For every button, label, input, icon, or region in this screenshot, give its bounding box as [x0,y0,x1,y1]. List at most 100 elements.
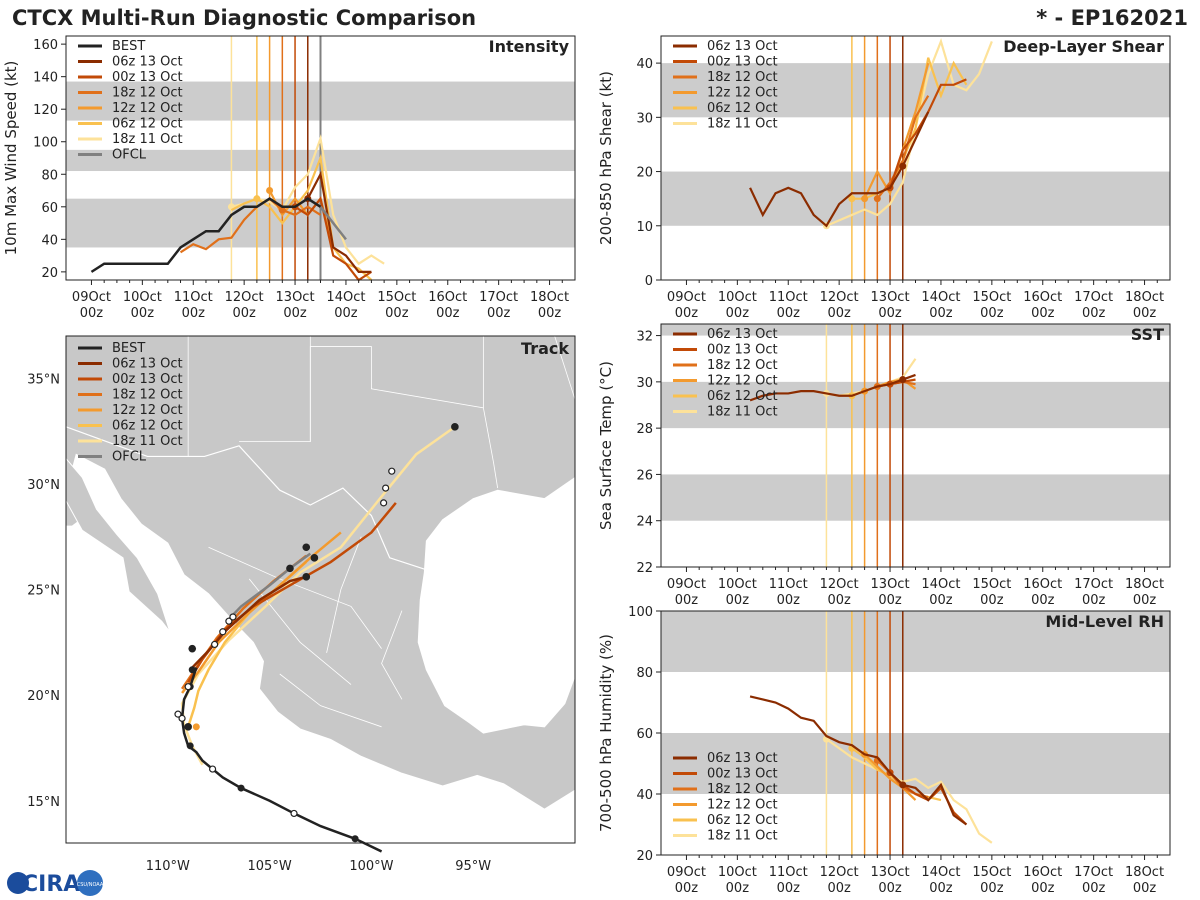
logo-text: CIRA [22,872,80,897]
x-tick-day-label: 12Oct [820,577,859,592]
best-track-open-point [290,809,298,818]
x-tick-hour-label: 00z [929,306,953,321]
legend-label: 12z 12 Oct [112,403,183,418]
track-marker [286,564,294,573]
x-tick-hour-label: 00z [436,306,460,321]
track-marker-open [229,613,237,621]
x-tick-hour-label: 00z [777,593,801,608]
x-tick-hour-label: 00z [1082,881,1106,896]
x-tick-day-label: 13Oct [871,577,910,592]
x-tick-hour-label: 00z [1133,593,1157,608]
legend-label: 12z 12 Oct [707,374,778,389]
legend-label: OFCL [112,450,147,465]
best-track-open-point [178,714,186,722]
shaded-band [661,474,1170,521]
y-tick-label: 40 [636,57,653,72]
panel-title: Deep-Layer Shear [1003,37,1164,56]
lon-label: 95°W [455,859,491,874]
forecast-track [181,531,342,694]
x-tick-day-label: 13Oct [276,290,315,305]
shaded-band [661,733,1170,794]
y-tick-label: 30 [636,376,653,391]
x-tick-hour-label: 00z [929,881,953,896]
legend-label: 06z 13 Oct [112,357,183,372]
y-tick-label: 32 [636,330,653,345]
rh-panel: 2040608010009Oct00z10Oct00z11Oct00z12Oct… [597,605,1171,896]
x-tick-day-label: 15Oct [377,290,416,305]
best-track-point [237,784,245,792]
track-marker-open [211,640,219,649]
x-tick-hour-label: 00z [131,306,155,321]
init-point [278,206,286,214]
x-tick-hour-label: 00z [878,306,902,321]
x-tick-hour-label: 00z [878,593,902,608]
x-tick-day-label: 16Oct [1023,290,1062,305]
series-line [863,753,917,801]
track-marker [310,554,319,562]
forecast-track [191,575,307,669]
x-tick-day-label: 15Oct [972,290,1011,305]
x-tick-hour-label: 00z [980,306,1004,321]
y-tick-label: 0 [645,274,653,289]
init-point [873,195,881,203]
x-tick-day-label: 10Oct [718,290,757,305]
lat-label: 25°N [27,584,60,599]
y-axis-label: 10m Max Wind Speed (kt) [2,61,20,256]
series-line [306,170,372,273]
legend-label: 18z 12 Oct [707,782,778,797]
y-tick-label: 100 [628,605,653,620]
y-tick-label: 24 [636,515,653,530]
best-track-point [188,666,196,674]
state-border [554,335,576,400]
panel-title: Intensity [489,37,570,56]
init-point [899,162,907,170]
track-marker [302,573,311,581]
x-tick-day-label: 16Oct [1023,577,1062,592]
sst-panel: 22242628303209Oct00z10Oct00z11Oct00z12Oc… [597,323,1171,608]
y-tick-label: 40 [41,233,58,248]
track-marker [451,423,459,431]
y-tick-label: 100 [33,136,58,151]
legend-label: 06z 12 Oct [707,101,778,116]
x-tick-day-label: 15Oct [972,577,1011,592]
x-tick-day-label: 14Oct [921,577,960,592]
legend-label: BEST [112,341,145,356]
x-tick-day-label: 16Oct [428,290,467,305]
track-marker [184,723,192,731]
legend-label: 18z 11 Oct [707,829,778,844]
x-tick-day-label: 12Oct [820,290,859,305]
legend-label: OFCL [112,148,147,163]
state-border [279,673,382,728]
legend-label: 06z 12 Oct [707,389,778,404]
init-point [848,195,856,203]
best-track-line [90,197,322,273]
init-point [266,187,274,195]
x-tick-day-label: 14Oct [921,865,960,880]
x-tick-hour-label: 00z [777,306,801,321]
x-tick-hour-label: 00z [827,881,851,896]
y-tick-label: 80 [636,666,653,681]
x-tick-day-label: 10Oct [123,290,162,305]
x-tick-hour-label: 00z [1031,881,1055,896]
y-axis-label: 700-500 hPa Humidity (%) [597,634,615,832]
series-line [749,695,968,826]
shaded-band [661,611,1170,672]
x-tick-day-label: 15Oct [972,865,1011,880]
x-tick-hour-label: 00z [182,306,206,321]
series-line [825,38,993,227]
x-tick-day-label: 18Oct [1125,865,1164,880]
cira-logo: CIRA CSU/NOAA [7,870,104,897]
x-tick-hour-label: 00z [980,881,1004,896]
x-tick-day-label: 11Oct [769,577,808,592]
lon-label: 110°W [146,859,190,874]
track-marker-open [174,710,182,718]
x-tick-hour-label: 00z [726,593,750,608]
legend-label: 06z 12 Oct [112,117,183,132]
x-tick-day-label: 09Oct [72,290,111,305]
baja-peninsula [65,457,171,633]
x-tick-hour-label: 00z [726,306,750,321]
y-tick-label: 140 [33,71,58,86]
x-tick-day-label: 17Oct [479,290,518,305]
init-point [861,195,869,203]
x-tick-hour-label: 00z [878,881,902,896]
